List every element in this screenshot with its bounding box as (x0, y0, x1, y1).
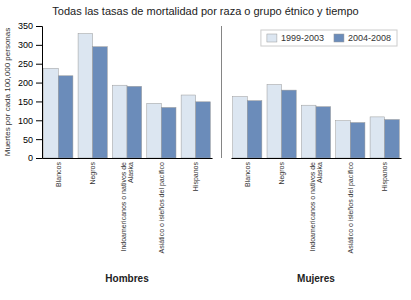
legend: 1999-2003 2004-2008 (261, 30, 397, 46)
legend-label: 1999-2003 (281, 33, 324, 43)
x-tick-label-line: Blancos (244, 162, 251, 187)
y-tick: 350 (18, 21, 42, 31)
y-tick-label: 250 (18, 59, 33, 69)
x-tick: Indoamericanos o nativos deAlaska (309, 162, 324, 252)
x-axis-line (231, 158, 401, 159)
y-tick-label: 200 (18, 78, 33, 88)
bar (112, 85, 127, 158)
y-tick: 100 (18, 116, 42, 126)
y-tick-mark (36, 26, 42, 27)
y-tick: 0 (28, 153, 42, 163)
x-tick-label: Negros (89, 162, 97, 185)
x-tick-label-line: Asiático o isleños del pacífico (347, 162, 355, 254)
x-tick-label: Hispanos (192, 162, 200, 192)
x-tick-label: Negros (278, 162, 286, 185)
x-tick-label: Asiático o isleños del pacífico (158, 162, 166, 254)
x-tick-label: Blancos (55, 162, 62, 187)
x-tick-label-line: Asiático o isleños del pacífico (158, 162, 166, 254)
x-tick: Hispanos (381, 162, 389, 192)
bar (58, 76, 73, 158)
bar (78, 34, 93, 158)
bar (370, 117, 385, 158)
y-tick: 150 (18, 97, 42, 107)
y-tick-label: 100 (18, 116, 33, 126)
group-label: Hombres (105, 273, 149, 284)
x-axis: Blancos Negros Indoamericanos o nativos de… (231, 159, 401, 254)
legend-label: 2004-2008 (348, 33, 391, 43)
bar (385, 120, 400, 158)
bar (233, 97, 248, 158)
x-tick: Blancos (244, 162, 251, 187)
y-tick: 200 (18, 78, 42, 88)
x-tick-label: Asiático o isleños del pacífico (347, 162, 355, 254)
group-label: Mujeres (297, 273, 335, 284)
y-tick-mark (36, 120, 42, 121)
x-tick-label: Blancos (244, 162, 251, 187)
bar (147, 103, 162, 158)
y-tick: 250 (18, 59, 42, 69)
legend-item: 2004-2008 (334, 33, 391, 43)
y-tick-label: 150 (18, 97, 33, 107)
bar (247, 101, 262, 158)
x-tick-label-line: Alaska (127, 162, 134, 183)
bar (316, 107, 331, 158)
y-tick-label: 50 (23, 135, 33, 145)
x-tick-label: Hispanos (381, 162, 389, 192)
x-tick-label-line: Blancos (55, 162, 62, 187)
y-axis: 0 50 100 150 200 250 300 350 (18, 21, 43, 163)
chart: 0 50 100 150 200 250 300 350 Blancos Negros Indoam… (0, 0, 411, 300)
bar (282, 90, 297, 158)
x-axis-line (43, 158, 213, 159)
x-tick-label-line: Hispanos (381, 162, 389, 192)
bar (350, 123, 365, 158)
group-divider (221, 26, 222, 158)
legend-swatch (267, 34, 277, 42)
x-tick: Negros (278, 162, 286, 185)
x-tick-label: Indoamericanos o nativos deAlaska (120, 162, 135, 252)
bar (127, 86, 142, 158)
y-tick-mark (36, 101, 42, 102)
y-tick-mark (36, 45, 42, 46)
x-tick: Asiático o isleños del pacífico (347, 162, 355, 254)
bar (44, 68, 59, 158)
title: Todas las tasas de mortalidad por raza o… (52, 5, 358, 17)
x-tick-label-line: Alaska (316, 162, 323, 183)
y-tick-mark (36, 139, 42, 140)
bar (161, 107, 176, 158)
bar (301, 105, 316, 158)
bar (93, 47, 108, 158)
x-tick-label-line: Indoamericanos o nativos de (120, 162, 127, 252)
x-tick-label-line: Indoamericanos o nativos de (309, 162, 316, 252)
bar (181, 95, 196, 158)
legend-swatch (334, 34, 344, 42)
y-tick-mark (36, 83, 42, 84)
y-tick-mark (36, 64, 42, 65)
bar (196, 102, 211, 158)
y-tick-label: 350 (18, 21, 33, 31)
x-tick-label-line: Negros (89, 162, 97, 185)
legend-item: 1999-2003 (267, 33, 324, 43)
y-axis-title: Muertes por cada 100,000 personas (3, 28, 12, 157)
x-tick-label-line: Hispanos (192, 162, 200, 192)
x-tick-label-line: Negros (278, 162, 286, 185)
x-tick: Indoamericanos o nativos deAlaska (120, 162, 135, 252)
y-tick: 300 (18, 40, 42, 50)
y-tick-label: 300 (18, 40, 33, 50)
x-axis: Blancos Negros Indoamericanos o nativos de… (43, 159, 213, 254)
bar (336, 121, 351, 158)
y-tick-label: 0 (28, 153, 33, 163)
x-tick: Blancos (55, 162, 62, 187)
x-tick-label: Indoamericanos o nativos deAlaska (309, 162, 324, 252)
y-tick-mark (36, 158, 42, 159)
x-tick: Asiático o isleños del pacífico (158, 162, 166, 254)
legend-box (261, 30, 397, 46)
x-tick: Negros (89, 162, 97, 185)
bar (267, 84, 282, 158)
y-axis-line (36, 27, 43, 159)
y-tick: 50 (23, 135, 42, 145)
x-tick: Hispanos (192, 162, 200, 192)
plot: 0 50 100 150 200 250 300 350 Blancos Negros Indoam… (18, 21, 402, 284)
